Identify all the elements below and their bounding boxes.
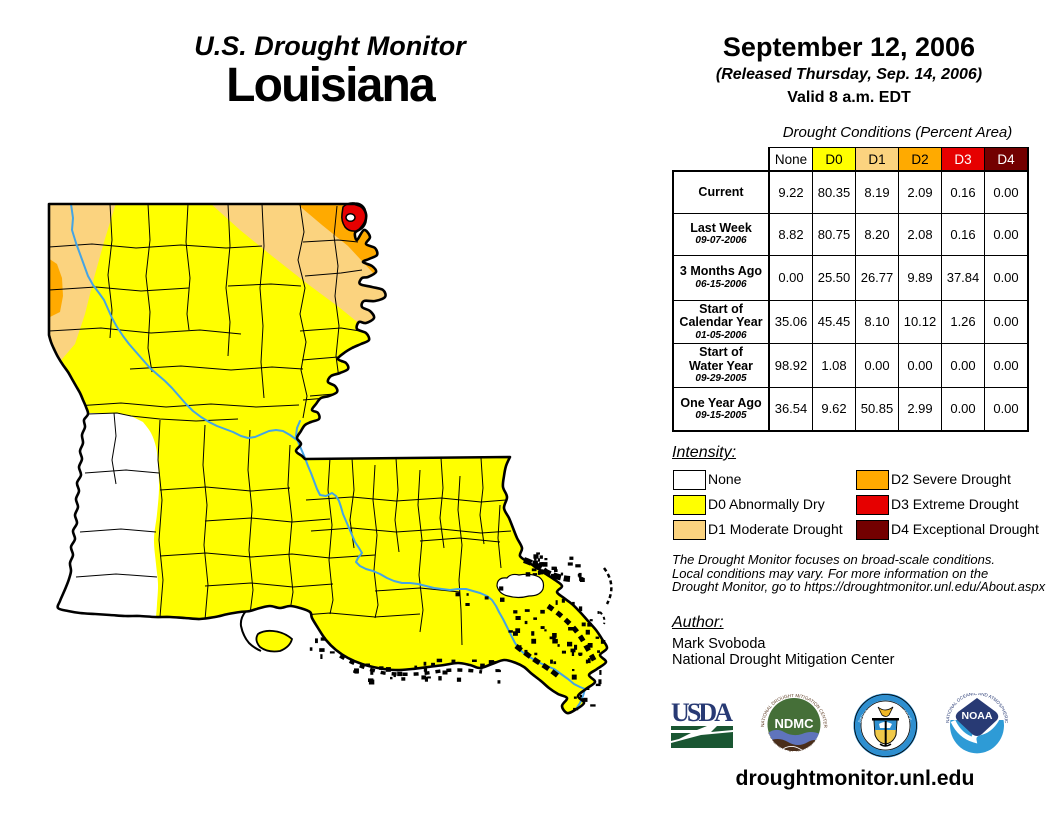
svg-text:USDA: USDA — [671, 701, 733, 727]
svg-text:NOAA: NOAA — [962, 710, 993, 722]
svg-text:NDMC: NDMC — [775, 716, 815, 731]
